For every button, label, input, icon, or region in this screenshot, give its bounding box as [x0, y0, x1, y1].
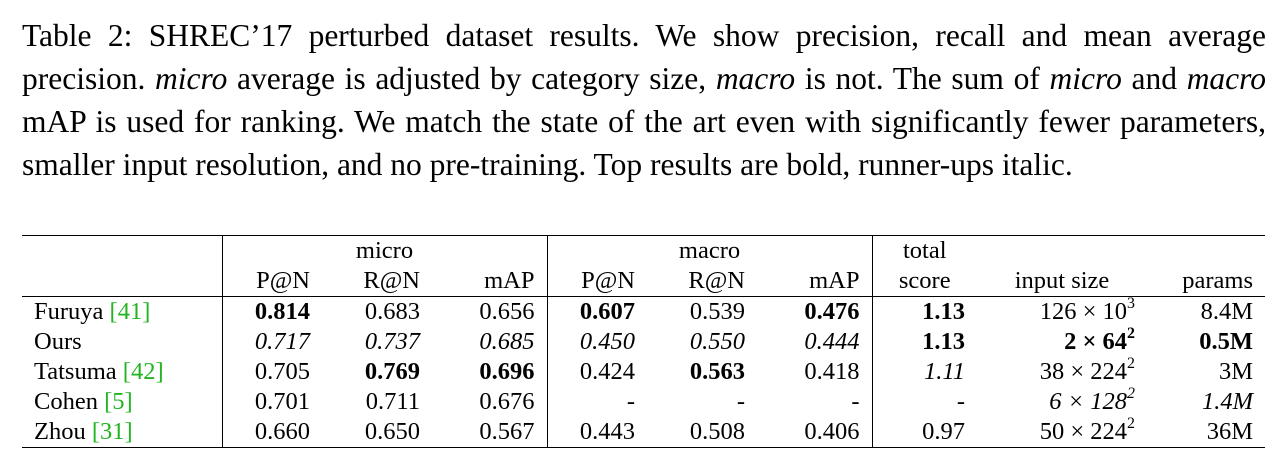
input-size-cell: 50 × 2242 — [977, 416, 1147, 448]
input-size-cell: 6 × 1282 — [1049, 385, 1135, 415]
header-empty — [977, 235, 1147, 266]
macro-rn-cell: - — [736, 388, 745, 415]
macro-rn-cell: 0.563 — [689, 358, 745, 385]
macro-map-cell: 0.406 — [757, 417, 872, 448]
table-row: Cohen [5] 0.701 0.711 0.676 - - - - 6 × … — [22, 385, 1265, 417]
caption-text: average is adjusted by category size, — [227, 61, 716, 96]
header-params: params — [1182, 267, 1253, 294]
macro-pn-cell: 0.607 — [546, 296, 647, 327]
caption-text: Table 2: SHREC’17 perturbed dataset resu… — [22, 18, 1266, 96]
header-macro-pn: P@N — [546, 266, 647, 297]
caption-emphasis: micro — [155, 61, 228, 96]
input-size-cell: 126 × 103 — [977, 296, 1147, 327]
caption-text: and — [1121, 61, 1187, 96]
method-name: Furuya [41] — [22, 296, 222, 327]
caption-emphasis: macro — [715, 61, 796, 96]
micro-rn-cell: 0.650 — [322, 417, 432, 448]
method-name: Ours — [34, 328, 82, 355]
header-row: P@N R@N mAP P@N R@N mAP score input size… — [22, 266, 1265, 297]
score-cell: 0.97 — [871, 417, 977, 448]
params-cell: 36M — [1147, 417, 1265, 448]
macro-rn-cell: 0.539 — [647, 296, 757, 327]
params-cell: 3M — [1218, 358, 1253, 385]
params-cell: 0.5M — [1199, 328, 1253, 355]
table-caption: Table 2: SHREC’17 perturbed dataset resu… — [22, 14, 1266, 186]
macro-map-cell: 0.418 — [804, 358, 860, 385]
method-name: Tatsuma [42] — [34, 358, 164, 385]
table-row: Furuya [41] 0.814 0.683 0.656 0.607 0.53… — [22, 296, 1265, 327]
micro-rn-cell: 0.769 — [364, 358, 420, 385]
score-cell: - — [871, 387, 977, 417]
input-size-cell: 2 × 642 — [1064, 325, 1135, 355]
caption-text: is not. The sum of — [795, 61, 1050, 96]
macro-rn-cell: 0.550 — [689, 328, 745, 355]
micro-pn-cell: 0.701 — [221, 387, 322, 417]
macro-pn-cell: - — [546, 387, 647, 417]
micro-pn-cell: 0.705 — [221, 357, 322, 387]
table-row: Ours 0.717 0.737 0.685 0.450 0.550 0.444… — [22, 325, 1265, 357]
citation-link[interactable]: [42] — [122, 358, 164, 385]
micro-pn-cell: 0.717 — [221, 327, 322, 357]
macro-map-cell: - — [851, 388, 860, 415]
method-name: Cohen [5] — [34, 388, 133, 415]
micro-rn-cell: 0.737 — [364, 328, 420, 355]
micro-map-cell: 0.656 — [432, 296, 547, 327]
header-empty — [22, 235, 222, 266]
table-row: Tatsuma [42] 0.705 0.769 0.696 0.424 0.5… — [22, 355, 1265, 387]
citation-link[interactable]: [41] — [109, 298, 151, 325]
score-cell: 1.13 — [871, 296, 977, 327]
macro-pn-cell: 0.450 — [546, 327, 647, 357]
header-macro-map: mAP — [809, 267, 860, 294]
micro-map-cell: 0.685 — [479, 328, 535, 355]
header-macro-rn: R@N — [688, 267, 745, 294]
citation-link[interactable]: [5] — [104, 388, 133, 415]
caption-text: mAP is used for ranking. We match the st… — [22, 104, 1266, 182]
results-table: micro macro total P@N R@N mAP P@N R@N mA… — [22, 235, 1265, 448]
method-name: Zhou [31] — [22, 417, 222, 448]
micro-pn-cell: 0.660 — [221, 417, 322, 448]
header-score: score — [871, 266, 977, 297]
micro-pn-cell: 0.814 — [221, 296, 322, 327]
params-cell: 1.4M — [1201, 388, 1253, 415]
caption-emphasis: macro — [1186, 61, 1267, 96]
header-micro: micro — [221, 235, 547, 266]
header-empty — [22, 266, 222, 297]
micro-rn-cell: 0.683 — [322, 296, 432, 327]
table-row: Zhou [31] 0.660 0.650 0.567 0.443 0.508 … — [22, 416, 1265, 448]
micro-map-cell: 0.567 — [432, 417, 547, 448]
macro-pn-cell: 0.443 — [546, 417, 647, 448]
header-macro: macro — [546, 235, 872, 266]
macro-pn-cell: 0.424 — [546, 357, 647, 387]
micro-rn-cell: 0.711 — [365, 388, 420, 415]
caption-emphasis: micro — [1049, 61, 1122, 96]
citation-link[interactable]: [31] — [91, 418, 133, 445]
macro-map-cell: 0.444 — [804, 328, 860, 355]
input-size-cell: 38 × 2242 — [1039, 355, 1135, 385]
macro-map-cell: 0.476 — [757, 296, 872, 327]
header-micro-pn: P@N — [221, 266, 322, 297]
header-empty — [1147, 235, 1265, 266]
header-micro-map: mAP — [484, 267, 535, 294]
score-cell: 1.13 — [871, 327, 977, 357]
micro-map-cell: 0.676 — [479, 388, 535, 415]
params-cell: 8.4M — [1147, 296, 1265, 327]
header-micro-rn: R@N — [363, 267, 420, 294]
header-input-size: input size — [1014, 267, 1110, 294]
header-total: total — [871, 235, 977, 266]
micro-map-cell: 0.696 — [479, 358, 535, 385]
header-group-row: micro macro total — [22, 235, 1265, 266]
score-cell: 1.11 — [871, 357, 977, 387]
macro-rn-cell: 0.508 — [647, 417, 757, 448]
